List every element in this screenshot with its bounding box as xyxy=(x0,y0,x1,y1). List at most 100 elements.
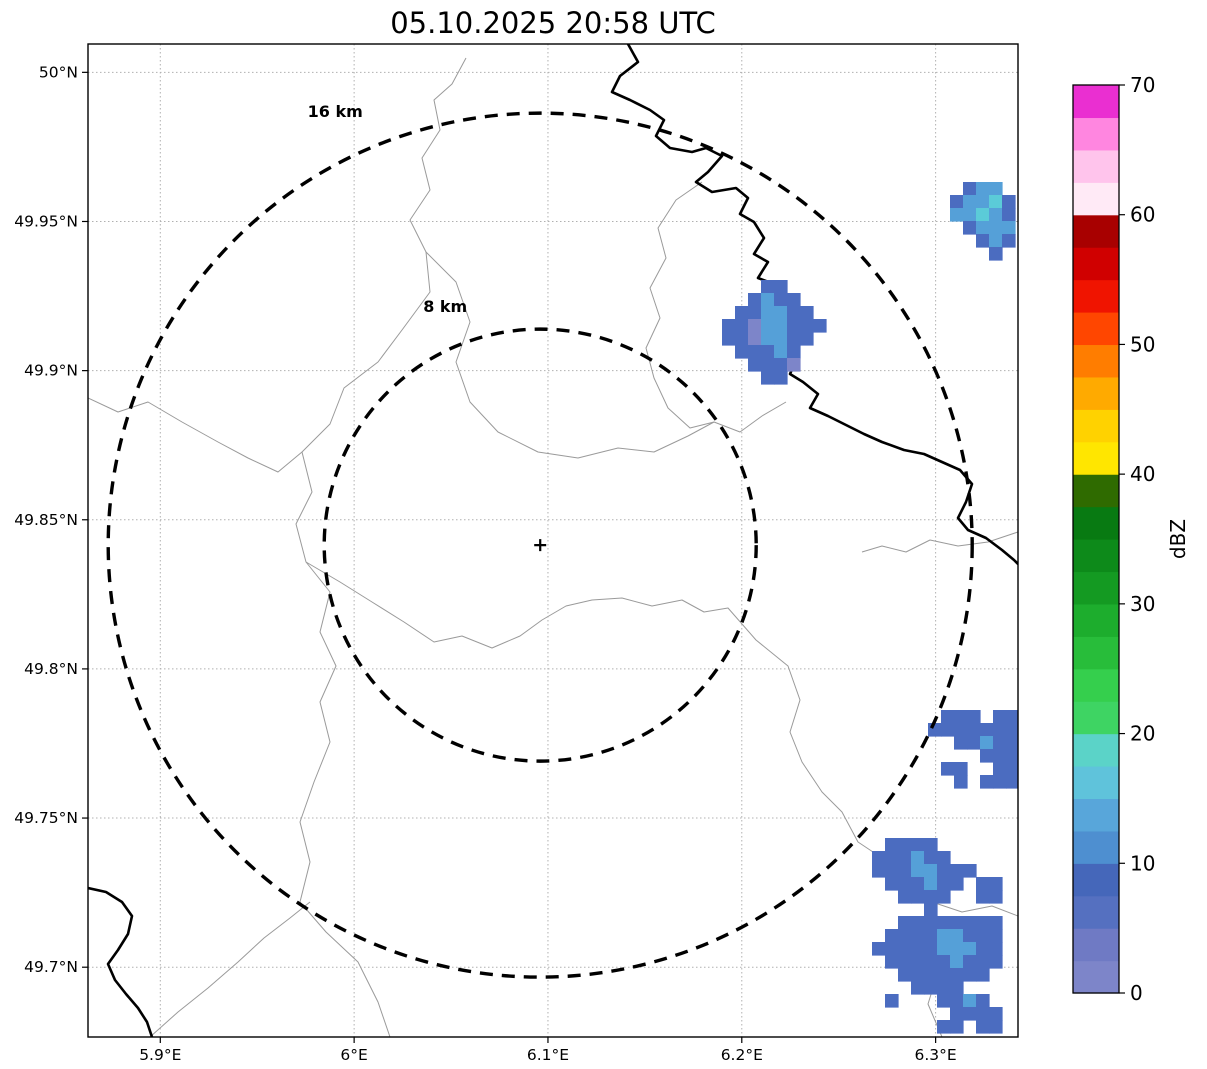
colorbar-segment xyxy=(1073,474,1119,508)
radar-echo-cell xyxy=(976,994,990,1008)
radar-echo-cell xyxy=(963,208,977,222)
radar-echo-cell xyxy=(941,762,955,776)
colorbar-segment xyxy=(1073,636,1119,670)
radar-echo-cell xyxy=(787,332,801,346)
colorbar-segment xyxy=(1073,571,1119,605)
radar-echo-cell xyxy=(885,851,899,865)
radar-echo-cell xyxy=(954,775,968,789)
y-tick-label: 49.8°N xyxy=(24,660,78,678)
admin-border-line xyxy=(645,181,715,429)
radar-echo-cell xyxy=(989,208,1003,222)
colorbar-segment xyxy=(1073,344,1119,378)
radar-echo-cell xyxy=(748,358,762,372)
radar-echo-cell xyxy=(885,955,899,969)
radar-echo-cell xyxy=(989,955,1003,969)
x-tick-label: 6.1°E xyxy=(527,1046,569,1064)
radar-echo-cell xyxy=(761,319,775,333)
radar-echo-cell xyxy=(813,319,827,333)
radar-echo-cell xyxy=(898,942,912,956)
radar-echo-cell xyxy=(748,293,762,307)
radar-echo-cell xyxy=(950,877,964,891)
radar-echo-cell xyxy=(950,942,964,956)
colorbar-segment xyxy=(1073,830,1119,864)
radar-echo-cell xyxy=(911,851,925,865)
radar-echo-cell xyxy=(722,332,736,346)
radar-echo-cell xyxy=(976,1020,990,1034)
colorbar-segment xyxy=(1073,668,1119,702)
radar-echo-cell xyxy=(989,929,1003,943)
colorbar-segment xyxy=(1073,214,1119,248)
colorbar-segment xyxy=(1073,441,1119,475)
radar-echo-cell xyxy=(976,955,990,969)
radar-echo-cell xyxy=(885,877,899,891)
radar-echo-cell xyxy=(911,942,925,956)
radar-echo-cell xyxy=(954,762,968,776)
radar-echo-cell xyxy=(911,890,925,904)
radar-echo-cell xyxy=(980,749,994,763)
radar-echo-cell xyxy=(1006,749,1018,763)
radar-echo-cell xyxy=(950,916,964,930)
colorbar-segment xyxy=(1073,603,1119,637)
radar-echo-cell xyxy=(963,182,977,196)
colorbar-segment xyxy=(1073,863,1119,897)
colorbar-tick-label: 10 xyxy=(1130,851,1155,875)
radar-echo-cell xyxy=(976,182,990,196)
radar-echo-cell xyxy=(800,332,814,346)
radar-echo-cell xyxy=(774,371,788,385)
radar-echo-cell xyxy=(898,929,912,943)
radar-echo-cell xyxy=(1002,195,1016,209)
radar-echo-cell xyxy=(989,877,1003,891)
radar-echo-cell xyxy=(787,345,801,359)
colorbar-segment xyxy=(1073,895,1119,929)
x-tick-label: 6°E xyxy=(340,1046,367,1064)
radar-echo-cell xyxy=(1002,221,1016,235)
radar-echo-cell xyxy=(950,1020,964,1034)
radar-echo-cell xyxy=(911,864,925,878)
radar-echo-cell xyxy=(872,942,886,956)
y-tick-label: 50°N xyxy=(39,63,78,81)
radar-echo-cell xyxy=(898,864,912,878)
y-tick-label: 49.75°N xyxy=(14,809,78,827)
radar-echo-cell xyxy=(950,994,964,1008)
radar-echo-cell xyxy=(924,877,938,891)
radar-echo-cell xyxy=(937,890,951,904)
radar-echo-cell xyxy=(1002,234,1016,248)
radar-echo-cell xyxy=(898,838,912,852)
colorbar-segment xyxy=(1073,247,1119,281)
radar-echo-cell xyxy=(937,994,951,1008)
radar-echo-cell xyxy=(761,345,775,359)
radar-echo-cell xyxy=(976,221,990,235)
radar-echo-cell xyxy=(787,358,801,372)
radar-echo-cell xyxy=(898,968,912,982)
radar-echo-cell xyxy=(980,736,994,750)
radar-echo-cell xyxy=(937,968,951,982)
radar-echo-cell xyxy=(989,942,1003,956)
colorbar-tick-label: 50 xyxy=(1130,332,1155,356)
radar-echo-cell xyxy=(989,234,1003,248)
radar-echo-cell xyxy=(976,929,990,943)
radar-echo-cell xyxy=(937,864,951,878)
radar-echo-cell xyxy=(1006,723,1018,737)
y-tick-label: 49.95°N xyxy=(14,212,78,230)
radar-echo-cell xyxy=(954,710,968,724)
admin-border-line xyxy=(861,531,1018,553)
radar-echo-cell xyxy=(976,916,990,930)
radar-echo-cell xyxy=(748,345,762,359)
radar-echo-cell xyxy=(989,195,1003,209)
colorbar-segment xyxy=(1073,701,1119,735)
radar-echo-cell xyxy=(993,723,1007,737)
radar-echo-cell xyxy=(774,332,788,346)
radar-echo-cell xyxy=(898,851,912,865)
radar-echo-cell xyxy=(993,710,1007,724)
radar-echo-cell xyxy=(761,371,775,385)
y-tick-label: 49.9°N xyxy=(24,362,78,380)
colorbar-segment xyxy=(1073,117,1119,151)
radar-echo-cell xyxy=(950,955,964,969)
radar-echo-cell xyxy=(774,293,788,307)
radar-echo-cell xyxy=(1006,775,1018,789)
radar-echo-cell xyxy=(976,1007,990,1021)
radar-echo-cell xyxy=(954,723,968,737)
radar-echo-cell xyxy=(963,968,977,982)
radar-echo-cell xyxy=(748,319,762,333)
radar-echo-cell xyxy=(989,890,1003,904)
